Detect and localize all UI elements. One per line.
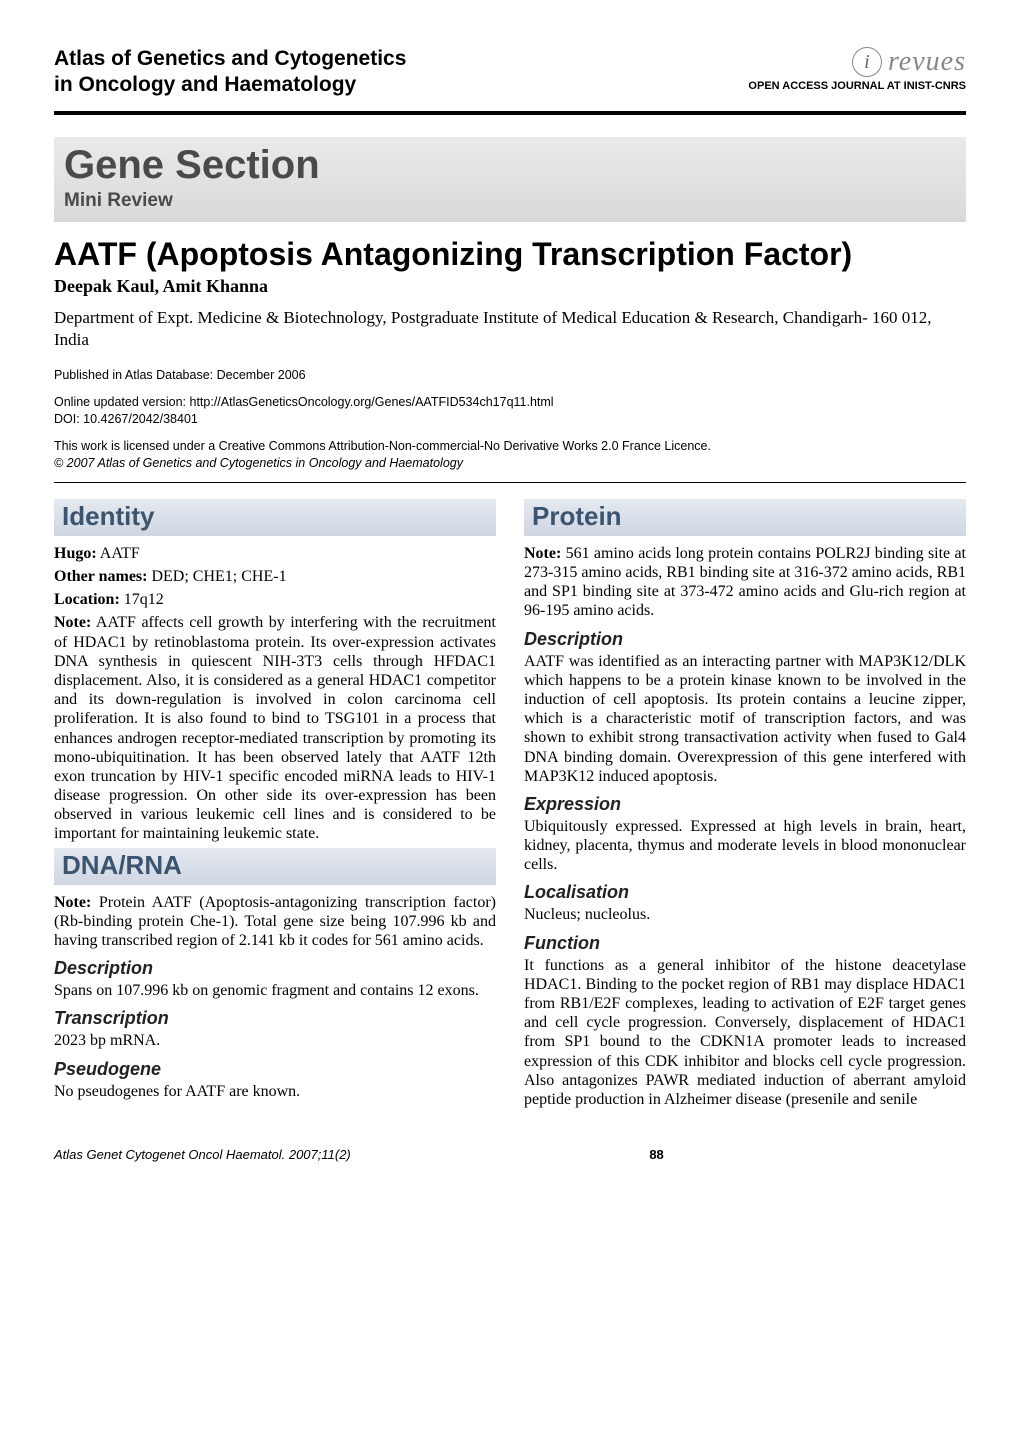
description-heading-left: Description [54, 958, 496, 979]
logo-block: i revues OPEN ACCESS JOURNAL AT INIST-CN… [748, 46, 966, 92]
logo-text: revues [888, 46, 966, 78]
description-heading-right: Description [524, 629, 966, 650]
localisation-body: Nucleus; nucleolus. [524, 905, 966, 924]
online-doi-block: Online updated version: http://AtlasGene… [54, 394, 966, 428]
transcription-heading: Transcription [54, 1008, 496, 1029]
identity-note-label: Note: [54, 614, 91, 631]
localisation-heading: Localisation [524, 882, 966, 903]
other-names-value: DED; CHE1; CHE-1 [147, 568, 286, 585]
footer-right-spacer [962, 1147, 966, 1162]
published-line: Published in Atlas Database: December 20… [54, 367, 966, 384]
dnarna-heading: DNA/RNA [54, 848, 496, 885]
transcription-body: 2023 bp mRNA. [54, 1031, 496, 1050]
copyright: © 2007 Atlas of Genetics and Cytogenetic… [54, 456, 463, 470]
page: Atlas of Genetics and Cytogenetics in On… [0, 0, 1020, 1192]
hugo-label: Hugo: [54, 545, 97, 562]
dnarna-note-label: Note: [54, 894, 91, 911]
authors: Deepak Kaul, Amit Khanna [54, 276, 966, 297]
localisation-text: Nucleus; nucleolus. [524, 905, 966, 924]
open-access-label: OPEN ACCESS JOURNAL AT INIST-CNRS [748, 80, 966, 92]
hugo-value: AATF [97, 545, 140, 562]
function-text: It functions as a general inhibitor of t… [524, 956, 966, 1110]
footer: Atlas Genet Cytogenet Oncol Haematol. 20… [54, 1147, 966, 1162]
section-subtitle: Mini Review [64, 190, 956, 212]
journal-title-line2: in Oncology and Haematology [54, 72, 406, 98]
description-text-left: Spans on 107.996 kb on genomic fragment … [54, 981, 496, 1000]
article-title: AATF (Apoptosis Antagonizing Transcripti… [54, 236, 966, 273]
protein-note: 561 amino acids long protein contains PO… [524, 545, 966, 620]
affiliation: Department of Expt. Medicine & Biotechno… [54, 307, 966, 351]
other-names-label: Other names: [54, 568, 147, 585]
protein-heading: Protein [524, 499, 966, 536]
protein-note-label: Note: [524, 545, 561, 562]
logo-row: i revues [748, 46, 966, 78]
license-block: This work is licensed under a Creative C… [54, 438, 966, 472]
function-body: It functions as a general inhibitor of t… [524, 956, 966, 1110]
description-body-left: Spans on 107.996 kb on genomic fragment … [54, 981, 496, 1000]
identity-heading: Identity [54, 499, 496, 536]
columns: Identity Hugo: AATF Other names: DED; CH… [54, 495, 966, 1113]
right-column: Protein Note: 561 amino acids long prote… [524, 495, 966, 1113]
description-text-right: AATF was identified as an interacting pa… [524, 652, 966, 786]
identity-note: AATF affects cell growth by interfering … [54, 614, 496, 842]
location-value: 17q12 [120, 591, 164, 608]
dnarna-body: Note: Protein AATF (Apoptosis-antagonizi… [54, 893, 496, 951]
mid-rule [54, 482, 966, 483]
dnarna-note: Protein AATF (Apoptosis-antagonizing tra… [54, 894, 496, 949]
expression-text: Ubiquitously expressed. Expressed at hig… [524, 817, 966, 875]
location-label: Location: [54, 591, 120, 608]
pseudogene-heading: Pseudogene [54, 1059, 496, 1080]
pseudogene-body: No pseudogenes for AATF are known. [54, 1082, 496, 1101]
journal-title: Atlas of Genetics and Cytogenetics in On… [54, 46, 406, 99]
pseudogene-text: No pseudogenes for AATF are known. [54, 1082, 496, 1101]
logo-i-icon: i [852, 47, 882, 77]
transcription-text: 2023 bp mRNA. [54, 1031, 496, 1050]
identity-body: Hugo: AATF Other names: DED; CHE1; CHE-1… [54, 544, 496, 844]
expression-body: Ubiquitously expressed. Expressed at hig… [524, 817, 966, 875]
expression-heading: Expression [524, 794, 966, 815]
protein-note-body: Note: 561 amino acids long protein conta… [524, 544, 966, 621]
top-rule [54, 111, 966, 115]
journal-title-line1: Atlas of Genetics and Cytogenetics [54, 46, 406, 72]
function-heading: Function [524, 933, 966, 954]
section-title: Gene Section [64, 143, 956, 188]
doi: DOI: 10.4267/2042/38401 [54, 412, 198, 426]
left-column: Identity Hugo: AATF Other names: DED; CH… [54, 495, 496, 1113]
description-body-right: AATF was identified as an interacting pa… [524, 652, 966, 786]
footer-citation: Atlas Genet Cytogenet Oncol Haematol. 20… [54, 1147, 351, 1162]
section-banner: Gene Section Mini Review [54, 137, 966, 222]
header: Atlas of Genetics and Cytogenetics in On… [54, 46, 966, 99]
footer-page-number: 88 [649, 1147, 663, 1162]
online-version: Online updated version: http://AtlasGene… [54, 395, 554, 409]
license: This work is licensed under a Creative C… [54, 439, 711, 453]
